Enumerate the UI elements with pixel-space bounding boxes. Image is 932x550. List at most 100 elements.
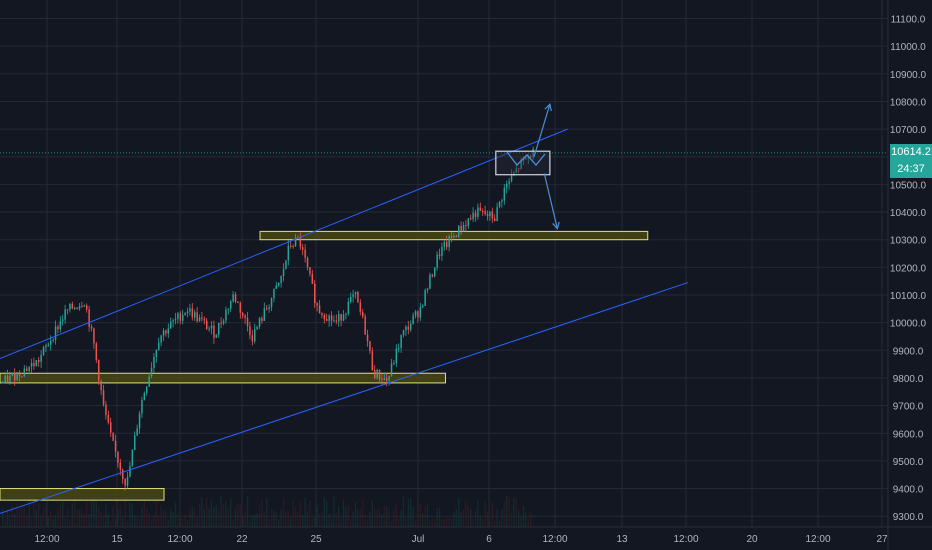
- candle-body: [354, 292, 357, 295]
- price-tick-label: 11100.0: [891, 15, 926, 26]
- price-tick-label: 10900.0: [890, 70, 927, 81]
- volume-bar: [230, 498, 232, 527]
- candle-body: [117, 451, 119, 463]
- volume-bar: [316, 505, 318, 527]
- volume-bar: [179, 518, 181, 527]
- volume-bar: [208, 508, 210, 527]
- volume-bar: [513, 497, 515, 527]
- candle-body: [256, 326, 258, 330]
- candle-body: [321, 313, 323, 316]
- projection-up-arrow[interactable]: [533, 104, 551, 157]
- candle-body: [520, 160, 522, 170]
- candle-body: [141, 399, 143, 414]
- upper-channel-line[interactable]: [0, 128, 568, 360]
- volume-bar: [83, 514, 85, 527]
- lower-channel-line[interactable]: [0, 282, 688, 514]
- candle-body: [126, 476, 129, 486]
- volume-bar: [443, 518, 445, 527]
- volume-bar: [30, 517, 33, 527]
- volume-bar: [503, 501, 505, 527]
- candle-body: [110, 422, 112, 433]
- volume-bar: [62, 501, 64, 527]
- candle-body: [429, 274, 431, 289]
- volume-bar: [410, 498, 412, 527]
- volume-bar: [6, 509, 9, 527]
- price-tick-label: 10500.0: [890, 180, 927, 191]
- candle-body: [342, 314, 345, 321]
- time-axis[interactable]: 12:00 15 12:00 22 25 Jul 6 12:00 13 12:00 20 12:00 2…: [0, 526, 932, 545]
- volume-bar: [189, 509, 191, 527]
- candle-body: [316, 303, 318, 306]
- price-tick-label: 9700.0: [893, 402, 924, 413]
- volume-bar: [122, 517, 124, 527]
- candle-body: [470, 218, 472, 220]
- volume-bar: [69, 519, 71, 527]
- candle-body: [304, 249, 306, 258]
- volume-bar: [162, 510, 165, 527]
- drawing-tools[interactable]: [0, 103, 888, 514]
- candle-body: [501, 200, 503, 202]
- projection-up-arrow-head: [544, 103, 552, 112]
- volume-bar: [400, 509, 402, 527]
- candle-body: [30, 362, 33, 367]
- candle-body: [83, 305, 86, 307]
- volume-bar: [213, 506, 215, 527]
- candle-body: [35, 360, 38, 366]
- volume-bar: [441, 518, 443, 527]
- volume-bar: [426, 503, 429, 527]
- candle-body: [302, 247, 304, 250]
- price-tick-label: 9600.0: [893, 429, 924, 440]
- volume-bar: [321, 512, 323, 527]
- candle-body: [131, 450, 134, 467]
- volume-bar: [95, 501, 97, 527]
- volume-bar: [131, 503, 133, 527]
- candle-body: [150, 367, 153, 377]
- time-tick-label: 12:00: [805, 534, 830, 545]
- candle-body: [347, 301, 350, 314]
- volume-bar: [378, 508, 381, 527]
- price-tick-label: 10700.0: [890, 125, 927, 136]
- candle-body: [292, 245, 294, 247]
- candle-body: [42, 347, 45, 355]
- projection-down-arrow[interactable]: [543, 173, 558, 229]
- volume-bar: [419, 504, 421, 527]
- price-tick-label: 10300.0: [890, 236, 927, 247]
- volume-bar: [57, 508, 59, 527]
- horizontal-zone[interactable]: [0, 372, 446, 384]
- volume-bar: [26, 516, 28, 527]
- volume-bar: [340, 517, 342, 527]
- volume-bar: [194, 507, 196, 527]
- consolidation-box[interactable]: [495, 150, 551, 176]
- volume-bar: [268, 518, 270, 527]
- candle-body: [6, 375, 9, 383]
- volume-bar: [182, 518, 184, 527]
- candle-body: [410, 323, 412, 330]
- volume-bar: [165, 508, 167, 527]
- volume-bar: [381, 514, 383, 527]
- volume-bar: [458, 497, 460, 527]
- volume-bar: [45, 506, 47, 527]
- volume-bar: [76, 509, 78, 527]
- volume-bar: [246, 496, 249, 527]
- volume-bar: [388, 508, 390, 527]
- volume-bar: [520, 516, 522, 527]
- volume-bar: [33, 496, 35, 527]
- volume-bar: [414, 520, 417, 527]
- candle-body: [182, 314, 184, 321]
- candle-body: [434, 267, 436, 277]
- volume-bar: [395, 504, 397, 527]
- candle-body: [402, 330, 405, 336]
- candle-body: [513, 172, 515, 176]
- volume-bar: [314, 517, 316, 527]
- candle-body: [477, 207, 479, 217]
- volume-bar: [450, 518, 453, 527]
- volume-bar: [453, 512, 455, 527]
- volume-bar: [438, 507, 441, 527]
- candle-body: [395, 348, 398, 364]
- horizontal-zone[interactable]: [0, 488, 165, 501]
- candle-body: [364, 316, 366, 335]
- volume-bar: [371, 499, 373, 527]
- candle-body: [369, 341, 371, 351]
- volume-bar: [9, 518, 11, 527]
